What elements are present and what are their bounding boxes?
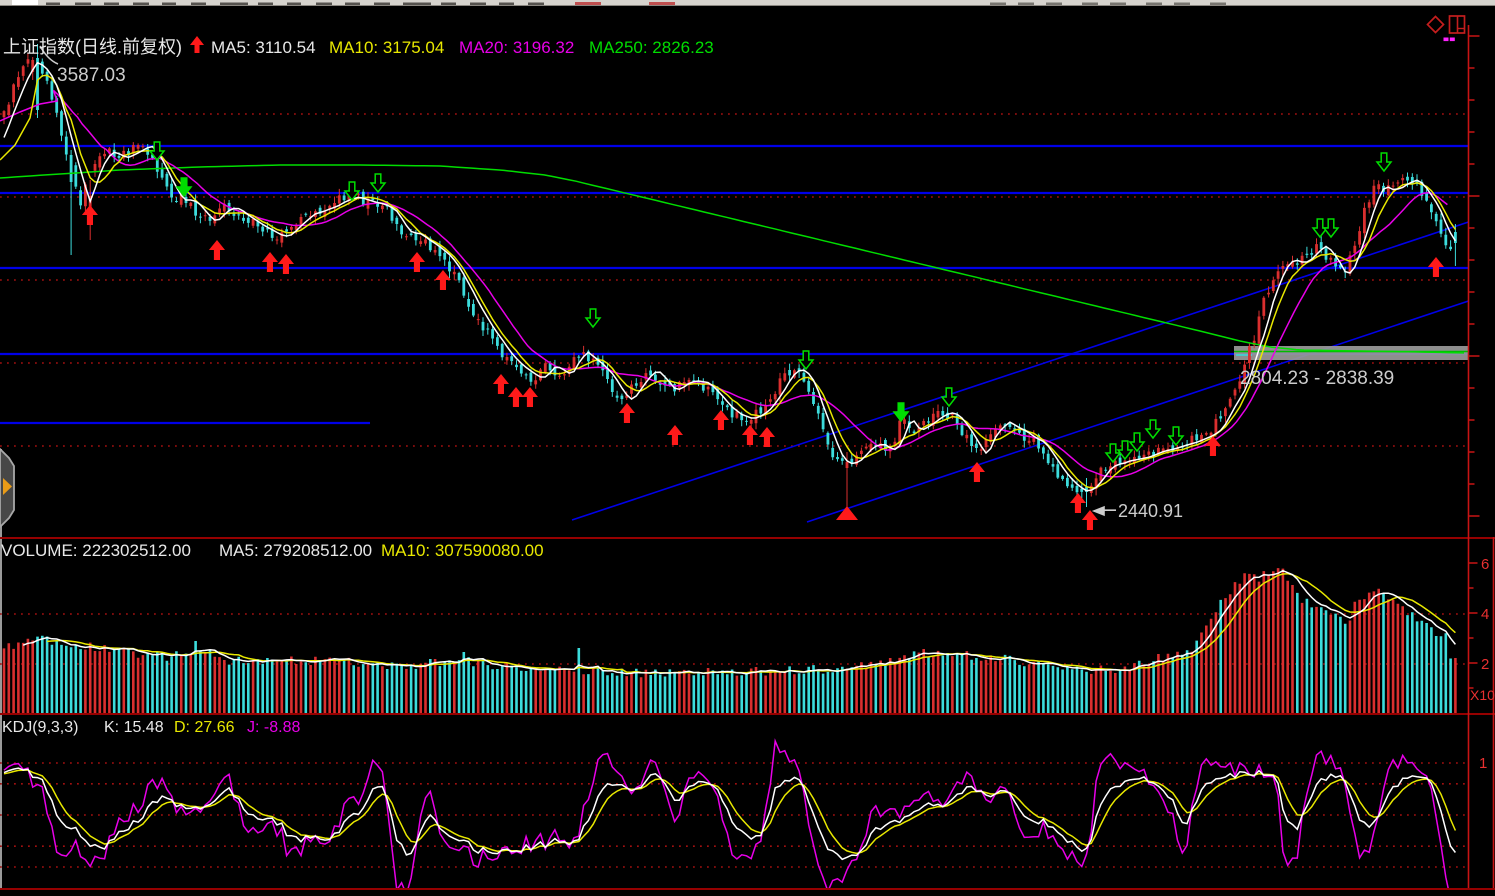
svg-text:6: 6 <box>1481 556 1489 573</box>
svg-text:2: 2 <box>1481 656 1489 673</box>
svg-text:4: 4 <box>1481 606 1489 623</box>
svg-text:KDJ(9,3,3): KDJ(9,3,3) <box>2 719 78 736</box>
svg-text:MA5: 3110.54: MA5: 3110.54 <box>211 38 316 57</box>
svg-text:VOLUME: 222302512.00: VOLUME: 222302512.00 <box>1 541 191 560</box>
svg-text:MA10: 3175.04: MA10: 3175.04 <box>329 38 444 57</box>
svg-text:MA20: 3196.32: MA20: 3196.32 <box>459 38 574 57</box>
svg-text:MA250: 2826.23: MA250: 2826.23 <box>589 38 714 57</box>
svg-text:上证指数(日线.前复权): 上证指数(日线.前复权) <box>3 37 182 57</box>
svg-text:3587.03: 3587.03 <box>57 65 126 86</box>
svg-text:K: 15.48: K: 15.48 <box>104 719 164 736</box>
svg-text:X10: X10 <box>1470 687 1495 703</box>
svg-text:2440.91: 2440.91 <box>1118 501 1183 521</box>
svg-text:2804.23 - 2838.39: 2804.23 - 2838.39 <box>1240 368 1394 389</box>
svg-text:J: -8.88: J: -8.88 <box>247 719 300 736</box>
svg-text:MA5: 279208512.00: MA5: 279208512.00 <box>219 541 372 560</box>
svg-text:D: 27.66: D: 27.66 <box>174 719 235 736</box>
svg-text:MA10: 307590080.00: MA10: 307590080.00 <box>381 541 544 560</box>
svg-text:1: 1 <box>1479 755 1487 772</box>
